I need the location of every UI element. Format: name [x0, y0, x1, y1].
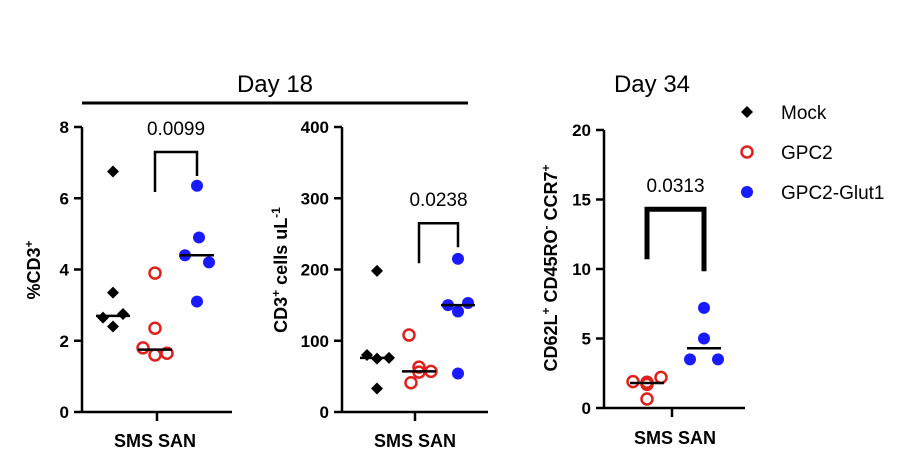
point-mock: [361, 349, 373, 361]
legend-marker-gpc2-glut1: [741, 186, 753, 198]
significance-bracket: [153, 150, 199, 192]
point-gpc2-glut1: [712, 353, 724, 366]
point-gpc2-glut1: [698, 301, 710, 314]
y-axis-label-a: CD3: [271, 297, 291, 333]
y-tick-label: 0: [320, 403, 329, 422]
y-tick-label: 6: [60, 189, 69, 208]
y-tick-label: 15: [572, 191, 591, 210]
point-gpc2-glut1: [203, 256, 215, 269]
legend-label-mock: Mock: [781, 103, 827, 124]
y-axis-label-c: CCR7: [541, 171, 561, 225]
point-gpc2-glut1: [698, 332, 710, 345]
point-gpc2: [640, 392, 654, 406]
point-gpc2: [402, 328, 416, 342]
point-gpc2: [148, 321, 162, 336]
y-axis-label-b: CD45RO: [541, 229, 561, 307]
header-day18: Day 18: [237, 71, 313, 98]
point-mock: [117, 308, 129, 321]
y-axis-label-b: cells uL: [271, 218, 291, 290]
significance-bracket: [644, 206, 707, 272]
point-gpc2-glut1: [191, 295, 203, 308]
legend-label-gpc2: GPC2: [781, 143, 833, 164]
point-gpc2: [148, 266, 162, 280]
y-tick-label: 300: [301, 189, 329, 208]
y-tick-label: 5: [582, 330, 591, 349]
y-tick-label: 20: [572, 121, 591, 140]
x-axis-label: SMS SAN: [634, 428, 716, 448]
y-tick-label: 0: [60, 403, 69, 422]
y-axis-label-sup3: +: [539, 164, 553, 171]
point-gpc2-glut1: [684, 353, 696, 366]
point-gpc2: [404, 376, 418, 390]
point-gpc2-glut1: [452, 305, 464, 318]
p-value-label: 0.0099: [147, 119, 205, 140]
y-tick-label: 200: [301, 261, 329, 280]
y-axis-label-sup1: +: [539, 308, 553, 315]
legend-marker-gpc2: [740, 145, 754, 159]
legend-label-gpc2-glut1: GPC2-Glut1: [781, 183, 884, 204]
x-axis-label: SMS SAN: [374, 431, 456, 451]
point-mock: [371, 382, 383, 395]
y-tick-label: 0: [582, 399, 591, 418]
point-gpc2: [626, 374, 640, 389]
point-mock: [97, 311, 109, 324]
y-axis-label-sup2: -: [539, 225, 553, 229]
y-axis-label-sup1: +: [269, 290, 283, 297]
y-tick-label: 100: [301, 332, 329, 351]
panel-cd3-percent: %CD3+ SMS SAN 0 2 4 6 8 0.0099: [22, 118, 232, 451]
legend: Mock GPC2 GPC2-Glut1: [740, 103, 884, 204]
y-axis-label-sup2: -1: [269, 207, 283, 218]
point-gpc2-glut1: [462, 296, 474, 309]
point-mock: [107, 320, 119, 333]
point-mock: [371, 264, 383, 277]
y-axis-label: CD62L+ CD45RO- CCR7+: [539, 164, 561, 371]
point-gpc2-glut1: [193, 231, 205, 244]
y-tick-label: 400: [301, 118, 329, 137]
point-gpc2: [640, 377, 654, 392]
y-tick-label: 2: [60, 332, 69, 351]
y-axis-label-a: CD62L: [541, 315, 561, 372]
y-axis-label-main: %CD3: [24, 248, 44, 300]
y-axis-label: %CD3+: [22, 240, 44, 299]
y-tick-label: 4: [60, 261, 70, 280]
point-gpc2-glut1: [191, 179, 203, 192]
significance-bracket: [417, 221, 460, 264]
x-axis-label: SMS SAN: [114, 431, 196, 451]
point-gpc2: [654, 370, 668, 385]
header-day34: Day 34: [614, 71, 690, 98]
legend-marker-mock: [741, 106, 753, 118]
y-axis-label: CD3+ cells uL-1: [269, 207, 291, 333]
point-mock: [107, 286, 119, 299]
point-gpc2-glut1: [452, 252, 464, 265]
y-tick-label: 10: [572, 260, 591, 279]
p-value-label: 0.0313: [646, 176, 704, 197]
y-axis-label-sup: +: [22, 240, 36, 247]
p-value-label: 0.0238: [409, 190, 467, 211]
point-gpc2: [148, 348, 162, 362]
point-mock: [107, 165, 119, 178]
y-tick-label: 8: [60, 118, 69, 137]
panel-cd3-count: CD3+ cells uL-1 SMS SAN 0 100 200 300 400 0.…: [269, 118, 488, 451]
point-gpc2-glut1: [452, 367, 464, 380]
point-gpc2: [136, 341, 150, 355]
